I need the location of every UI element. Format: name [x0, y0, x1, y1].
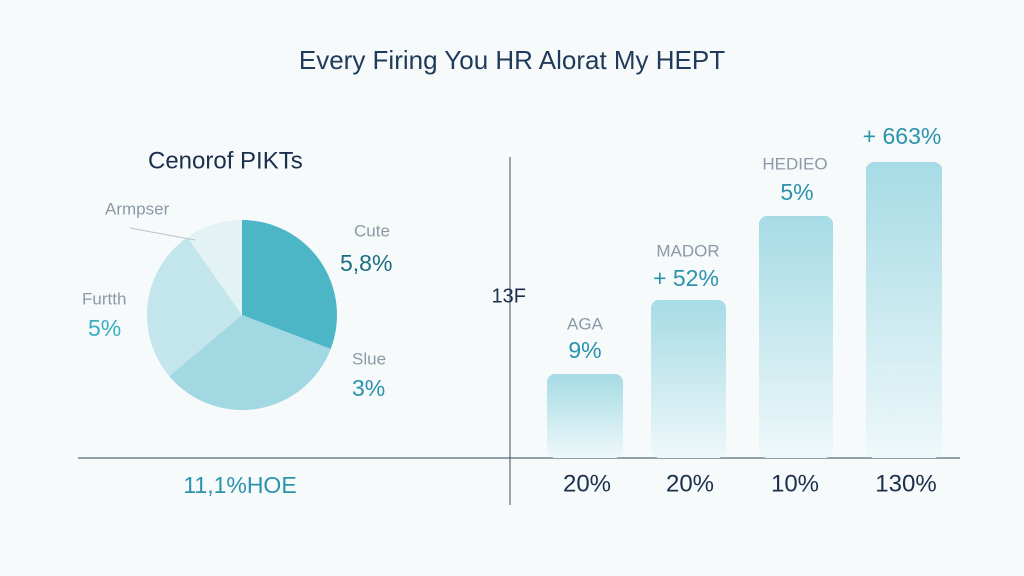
- bar-label: MADOR: [656, 241, 719, 260]
- bars: [547, 162, 942, 458]
- pie-slice: [187, 220, 242, 315]
- slice-label: Furtth: [82, 289, 126, 308]
- slice-value: 3%: [352, 375, 385, 401]
- title: Every Firing You HR Alorat My HEPT: [299, 45, 725, 75]
- x-label: 20%: [563, 470, 611, 497]
- slice-label: Slue: [352, 349, 386, 368]
- bar-value: + 52%: [653, 265, 719, 291]
- leader-line: [129, 227, 196, 241]
- pie-footer: 11,1%HOE: [183, 472, 296, 498]
- bar: [866, 162, 942, 458]
- slice-label: Cute: [354, 221, 390, 240]
- x-label: 10%: [771, 470, 819, 497]
- bar-value: 9%: [568, 337, 601, 363]
- bar: [547, 374, 623, 458]
- bar: [651, 300, 726, 458]
- pie-slice: [169, 315, 331, 411]
- pie-slice: [146, 237, 242, 377]
- pie: [146, 220, 337, 411]
- slice-value: 5,8%: [340, 250, 392, 276]
- x-label: 20%: [666, 470, 714, 497]
- slice-label: Armpser: [105, 199, 170, 218]
- pie-slice: [242, 220, 337, 349]
- bar-label: HEDIEO: [762, 154, 827, 173]
- pie-title: Cenorof PIKTs: [148, 147, 303, 174]
- bar: [759, 216, 833, 458]
- axis-label: 13F: [492, 285, 526, 307]
- bar-label: AGA: [567, 314, 604, 333]
- bar-value: + 663%: [863, 123, 942, 149]
- bar-value: 5%: [780, 179, 813, 205]
- slice-value: 5%: [88, 315, 121, 341]
- x-label: 130%: [875, 470, 936, 497]
